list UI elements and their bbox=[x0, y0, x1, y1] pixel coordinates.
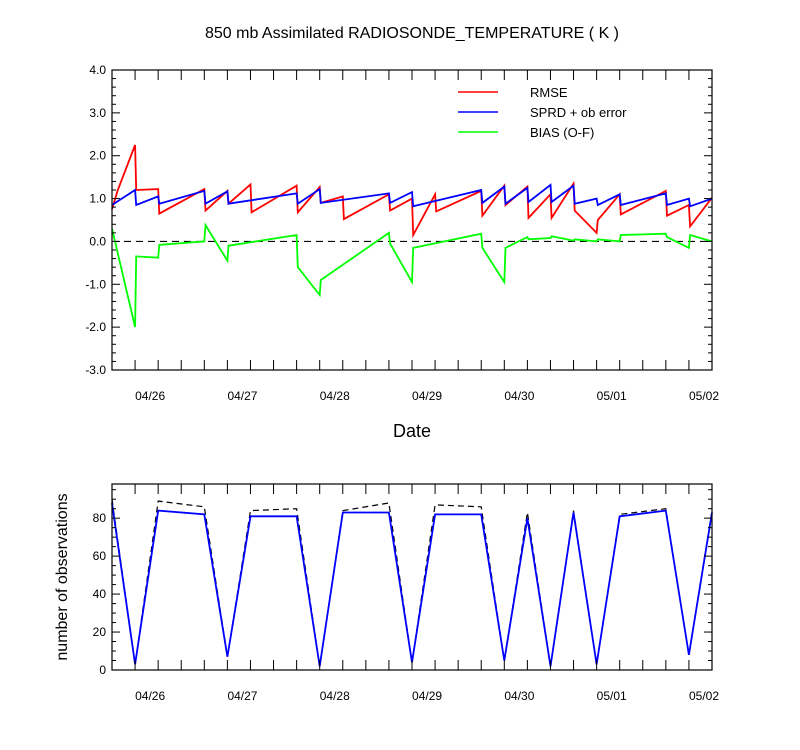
legend-label-rmse: RMSE bbox=[530, 85, 568, 100]
top-ytick-label: -3.0 bbox=[85, 363, 106, 377]
bottom-series-group bbox=[111, 499, 713, 667]
top-xtick-label: 04/27 bbox=[227, 389, 257, 403]
bottom-xtick-label: 05/02 bbox=[689, 689, 719, 703]
bottom-xtick-label: 04/29 bbox=[412, 689, 442, 703]
top-ytick-label: 2.0 bbox=[89, 149, 106, 163]
bottom-series-line-1 bbox=[111, 502, 713, 667]
top-series-group bbox=[111, 144, 713, 328]
top-xtick-label: 04/29 bbox=[412, 389, 442, 403]
top-axes: 4.0 3.0 2.0 1.0 0.0 -1.0 -2.0 -3.0 04/26 04/27 04/… bbox=[85, 63, 719, 403]
top-series-line-0 bbox=[111, 144, 713, 239]
bottom-axes: 80 60 40 20 0 04/26 04/27 04/28 04/29 04/30 05/01 0… bbox=[93, 483, 719, 703]
legend-label-sprd: SPRD + ob error bbox=[530, 105, 627, 120]
top-ytick-label: 0.0 bbox=[89, 234, 106, 248]
bottom-xtick-label: 04/27 bbox=[227, 689, 257, 703]
bottom-ytick-label: 20 bbox=[93, 625, 107, 639]
top-ytick-label: -2.0 bbox=[85, 320, 106, 334]
top-xtick-label: 04/26 bbox=[135, 389, 165, 403]
bottom-ytick-label: 0 bbox=[99, 663, 106, 677]
bottom-xtick-label: 04/28 bbox=[320, 689, 350, 703]
top-xtick-label: 04/28 bbox=[320, 389, 350, 403]
legend-label-bias: BIAS (O-F) bbox=[530, 125, 594, 140]
top-ytick-label: 4.0 bbox=[89, 63, 106, 77]
bottom-ytick-label: 80 bbox=[93, 511, 107, 525]
top-plot: 850 mb Assimilated RADIOSONDE_TEMPERATUR… bbox=[85, 25, 719, 441]
bottom-plot: 80 60 40 20 0 04/26 04/27 04/28 04/29 04/30 05/01 0… bbox=[54, 483, 719, 703]
legend: RMSE SPRD + ob error BIAS (O-F) bbox=[458, 85, 627, 140]
top-chart-title: 850 mb Assimilated RADIOSONDE_TEMPERATUR… bbox=[205, 25, 619, 42]
top-xtick-label: 05/01 bbox=[597, 389, 627, 403]
top-series-line-2 bbox=[111, 222, 713, 328]
top-ytick-label: 1.0 bbox=[89, 192, 106, 206]
bottom-ytick-label: 40 bbox=[93, 587, 107, 601]
bottom-ytick-label: 60 bbox=[93, 549, 107, 563]
bottom-xtick-label: 04/26 bbox=[135, 689, 165, 703]
bottom-xtick-label: 05/01 bbox=[597, 689, 627, 703]
bottom-xtick-label: 04/30 bbox=[504, 689, 534, 703]
top-xtick-label: 04/30 bbox=[504, 389, 534, 403]
top-ytick-label: -1.0 bbox=[85, 277, 106, 291]
bottom-y-axis-label: number of observations bbox=[54, 493, 71, 660]
top-series-line-1 bbox=[111, 183, 713, 208]
top-x-axis-label: Date bbox=[393, 421, 431, 441]
top-ytick-label: 3.0 bbox=[89, 106, 106, 120]
top-xtick-label: 05/02 bbox=[689, 389, 719, 403]
